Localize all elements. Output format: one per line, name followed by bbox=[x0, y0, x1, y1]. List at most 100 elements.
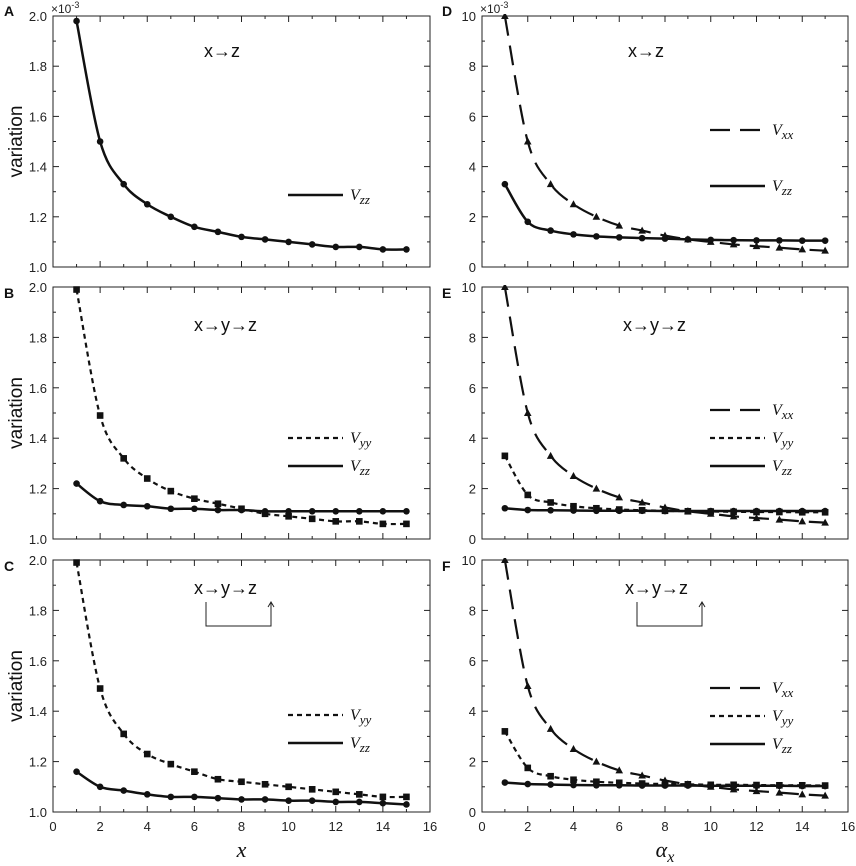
plot-frame bbox=[52, 15, 431, 268]
data-point bbox=[798, 517, 807, 525]
data-point bbox=[167, 760, 175, 768]
data-point bbox=[332, 518, 340, 525]
data-point bbox=[501, 558, 509, 563]
series-vzz bbox=[73, 768, 410, 808]
y-axis-label: variation bbox=[6, 650, 27, 722]
data-point bbox=[615, 766, 624, 774]
flow-annotation: x→y→z bbox=[194, 578, 257, 598]
data-point bbox=[261, 236, 269, 243]
y-axis-label: variation bbox=[6, 106, 27, 178]
data-point bbox=[356, 507, 363, 515]
data-point bbox=[143, 200, 151, 208]
legend-label: Vyy bbox=[350, 430, 372, 450]
x-tick-label: 2 bbox=[97, 819, 104, 834]
data-point bbox=[798, 782, 806, 790]
series-line bbox=[75, 289, 407, 526]
data-point bbox=[638, 234, 646, 242]
data-point bbox=[332, 507, 340, 515]
y-tick-label: 1.6 bbox=[29, 109, 47, 124]
data-point bbox=[524, 764, 532, 772]
data-point bbox=[569, 472, 578, 479]
y-tick-label: 10 bbox=[462, 553, 476, 568]
y-tick-label: 1.4 bbox=[29, 160, 47, 175]
data-point bbox=[798, 245, 807, 253]
legend-label: Vzz bbox=[350, 187, 370, 207]
data-point bbox=[593, 781, 600, 789]
feedback-bracket bbox=[205, 602, 272, 627]
panel-label: A bbox=[4, 3, 14, 19]
data-point bbox=[403, 801, 410, 808]
data-point bbox=[379, 793, 387, 801]
data-point bbox=[403, 507, 410, 515]
series-vzz bbox=[73, 17, 410, 253]
data-point bbox=[501, 504, 509, 512]
x-tick-label: 4 bbox=[570, 819, 577, 834]
y-tick-label: 1.4 bbox=[29, 704, 47, 719]
data-point bbox=[191, 495, 198, 502]
x-tick-label: 10 bbox=[281, 819, 295, 834]
y-tick-label: 1.2 bbox=[29, 482, 47, 497]
data-point bbox=[261, 780, 269, 788]
data-point bbox=[501, 285, 509, 290]
data-point bbox=[615, 781, 623, 789]
legend-label: Vzz bbox=[350, 735, 370, 755]
legend-label: Vxx bbox=[772, 122, 794, 142]
data-point bbox=[524, 491, 532, 499]
legend-label: Vzz bbox=[772, 178, 792, 198]
data-point bbox=[73, 559, 80, 566]
data-point bbox=[356, 791, 363, 798]
data-point bbox=[73, 480, 80, 487]
data-point bbox=[638, 498, 646, 506]
data-point bbox=[638, 226, 646, 234]
data-point bbox=[592, 757, 601, 765]
data-point bbox=[501, 14, 509, 19]
data-point bbox=[214, 775, 222, 783]
data-point bbox=[191, 768, 198, 775]
series-line bbox=[503, 559, 826, 797]
y-tick-label: 8 bbox=[469, 330, 476, 345]
data-point bbox=[729, 240, 738, 248]
data-point bbox=[821, 237, 829, 244]
data-point bbox=[569, 745, 578, 752]
data-point bbox=[167, 505, 175, 513]
data-point bbox=[167, 793, 175, 801]
data-point bbox=[730, 507, 737, 515]
data-point bbox=[191, 505, 198, 513]
data-point bbox=[501, 779, 509, 786]
data-point bbox=[593, 778, 600, 786]
x-tick-label: 0 bbox=[478, 819, 485, 834]
data-point bbox=[308, 786, 316, 793]
data-point bbox=[120, 455, 127, 462]
legend-label: Vyy bbox=[350, 707, 372, 727]
y-tick-label: 1.8 bbox=[29, 603, 47, 618]
data-point bbox=[547, 227, 554, 234]
data-point bbox=[285, 797, 292, 804]
x-tick-label: 8 bbox=[661, 819, 668, 834]
data-point bbox=[821, 507, 829, 515]
data-point bbox=[661, 235, 669, 242]
y-tick-label: 4 bbox=[469, 160, 476, 175]
data-point bbox=[615, 507, 623, 515]
y-tick-label: 2.0 bbox=[29, 9, 47, 24]
x-tick-label: 14 bbox=[376, 819, 390, 834]
data-point bbox=[615, 493, 624, 501]
x-axis-label: αx bbox=[656, 837, 675, 866]
data-point bbox=[638, 782, 646, 789]
data-point bbox=[501, 728, 509, 735]
data-point bbox=[684, 507, 692, 515]
x-tick-label: 10 bbox=[704, 819, 718, 834]
data-point bbox=[501, 180, 509, 188]
data-point bbox=[730, 236, 737, 244]
y-tick-label: 1.0 bbox=[29, 805, 47, 820]
data-point bbox=[120, 787, 127, 794]
data-point bbox=[752, 242, 761, 250]
data-point bbox=[546, 180, 555, 188]
data-point bbox=[261, 507, 269, 515]
data-point bbox=[776, 507, 783, 515]
data-point bbox=[547, 506, 554, 514]
data-point bbox=[238, 778, 245, 786]
data-point bbox=[96, 138, 104, 145]
legend-label: Vxx bbox=[772, 402, 794, 422]
